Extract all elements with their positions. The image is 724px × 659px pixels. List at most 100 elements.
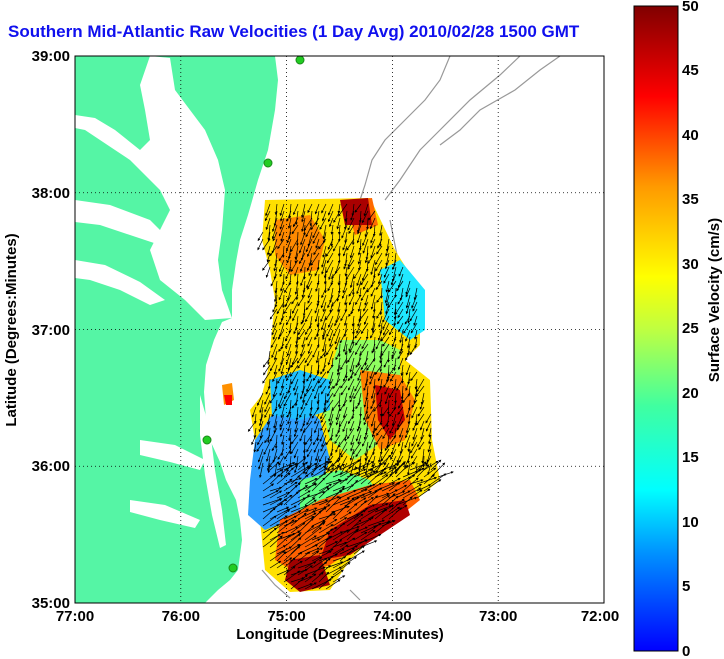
velocity-vector	[336, 217, 341, 230]
velocity-vector	[391, 336, 397, 348]
velocity-vector	[375, 280, 383, 291]
velocity-vector	[388, 459, 402, 471]
velocity-vector	[262, 259, 271, 271]
velocity-vector	[407, 448, 411, 464]
velocity-vector	[325, 539, 343, 555]
velocity-vector	[347, 217, 355, 231]
velocity-vector	[290, 357, 299, 368]
velocity-vector	[247, 420, 257, 432]
velocity-vector	[374, 364, 383, 376]
velocity-vector	[388, 481, 401, 492]
velocity-vector	[357, 245, 362, 256]
velocity-vector	[417, 406, 425, 417]
velocity-vector	[360, 322, 369, 335]
y-tick-label: 35:00	[32, 595, 70, 612]
velocity-vector	[360, 287, 369, 302]
velocity-vector	[284, 294, 292, 308]
velocity-vector	[272, 217, 278, 232]
velocity-vector	[320, 441, 327, 452]
velocity-vector	[405, 294, 411, 309]
velocity-vector	[394, 301, 404, 316]
velocity-vector	[357, 224, 362, 235]
velocity-vector	[374, 495, 391, 506]
velocity-vector	[321, 252, 327, 268]
velocity-vector	[367, 487, 383, 499]
velocity-vector	[316, 322, 320, 337]
velocity-vector	[264, 392, 271, 405]
velocity-vector	[345, 350, 348, 365]
velocity-vector	[264, 406, 271, 419]
velocity-vector	[360, 525, 377, 534]
velocity-vector	[290, 512, 307, 527]
velocity-vector	[397, 406, 404, 415]
velocity-vector	[363, 406, 369, 421]
velocity-vector	[321, 259, 327, 275]
velocity-vector	[300, 231, 306, 246]
velocity-vector	[325, 459, 340, 471]
velocity-vector	[269, 357, 278, 372]
velocity-vector	[279, 315, 285, 326]
velocity-vector	[301, 210, 306, 223]
velocity-vector	[326, 343, 334, 356]
velocity-vector	[265, 266, 271, 278]
velocity-vector	[283, 385, 292, 400]
velocity-vector	[302, 392, 306, 404]
velocity-vector	[322, 245, 327, 258]
velocity-vector	[257, 392, 264, 406]
velocity-vector	[280, 364, 285, 375]
velocity-vector	[279, 385, 285, 397]
velocity-vector	[269, 490, 283, 499]
velocity-vector	[342, 336, 348, 353]
velocity-vector	[276, 301, 285, 315]
velocity-vector	[338, 203, 348, 217]
velocity-vector	[362, 231, 369, 247]
velocity-vector	[279, 266, 285, 278]
velocity-vector	[345, 266, 355, 281]
velocity-vector	[279, 203, 285, 217]
velocity-vector	[332, 504, 348, 520]
velocity-vector	[272, 385, 278, 398]
velocity-vector	[273, 259, 278, 272]
velocity-vector	[288, 441, 292, 455]
velocity-vector	[301, 378, 306, 395]
velocity-vector	[362, 266, 369, 282]
velocity-vector	[311, 557, 328, 569]
velocity-vector	[348, 455, 355, 470]
velocity-vector	[292, 308, 299, 322]
velocity-vector	[405, 364, 411, 376]
velocity-vector	[266, 252, 271, 263]
velocity-vector	[337, 343, 341, 358]
velocity-vector	[304, 550, 320, 562]
velocity-vector	[360, 530, 376, 541]
velocity-vector	[330, 224, 334, 235]
station-marker	[295, 56, 305, 65]
velocity-vector	[343, 259, 348, 270]
velocity-vector	[405, 378, 411, 392]
velocity-vector	[391, 343, 397, 358]
velocity-vector	[389, 455, 397, 471]
velocity-vector	[339, 329, 348, 344]
velocity-vector	[288, 203, 292, 219]
velocity-vector	[265, 448, 271, 462]
velocity-vector	[302, 371, 306, 384]
velocity-vector	[409, 308, 418, 322]
velocity-vector	[269, 515, 288, 527]
velocity-vector	[329, 336, 334, 348]
velocity-vector	[383, 378, 390, 388]
velocity-vector	[366, 280, 376, 293]
velocity-vector	[387, 350, 390, 363]
velocity-vector	[295, 336, 299, 348]
velocity-vector	[335, 350, 341, 361]
velocity-vector	[395, 490, 411, 499]
velocity-vector	[310, 217, 320, 231]
velocity-vector	[259, 399, 264, 414]
velocity-vector	[354, 329, 362, 339]
velocity-vector	[374, 474, 389, 485]
velocity-vector	[347, 427, 355, 440]
velocity-vector	[309, 399, 313, 411]
velocity-vector	[399, 427, 404, 438]
velocity-vector	[363, 378, 369, 392]
velocity-vector	[419, 399, 425, 410]
velocity-vector	[422, 455, 425, 468]
velocity-vector	[346, 503, 358, 513]
